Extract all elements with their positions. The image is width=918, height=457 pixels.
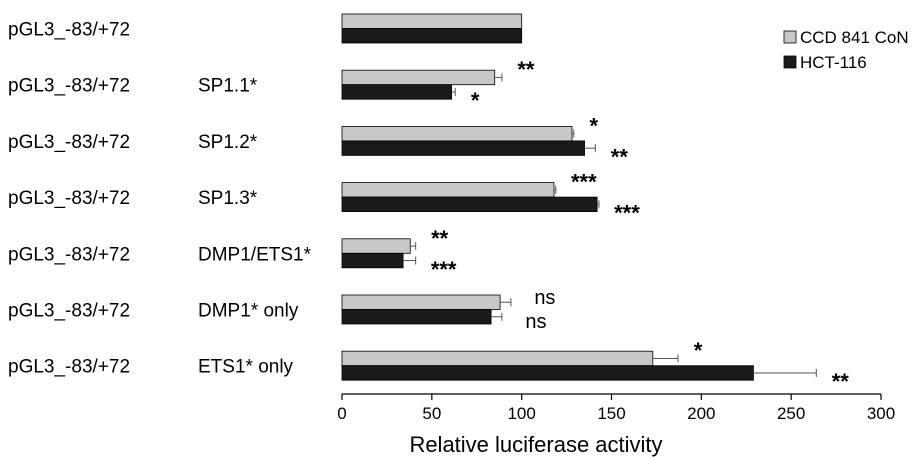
x-tick-label: 0 bbox=[337, 404, 346, 423]
significance-label: * bbox=[471, 88, 480, 113]
bar-ccd841con bbox=[341, 69, 496, 86]
legend-label: CCD 841 CoN bbox=[800, 28, 909, 47]
bar-hct116 bbox=[341, 28, 523, 44]
significance-label: ** bbox=[517, 57, 535, 82]
bar-ccd841con bbox=[341, 294, 501, 310]
significance-label: ** bbox=[832, 369, 850, 394]
bar-hct116 bbox=[341, 365, 754, 381]
x-tick-label: 250 bbox=[777, 404, 805, 423]
bar-ccd841con bbox=[341, 182, 555, 198]
bar-hct116 bbox=[341, 140, 585, 156]
significance-label: ** bbox=[431, 226, 449, 251]
bar-hct116 bbox=[341, 309, 492, 325]
category-label-construct: pGL3_-83/+72 bbox=[8, 301, 130, 322]
x-tick-label: 200 bbox=[687, 404, 715, 423]
bar-ccd841con bbox=[341, 126, 573, 142]
category-label-construct: pGL3_-83/+72 bbox=[8, 357, 130, 378]
category-label-mutation: DMP1/ETS1* bbox=[198, 244, 312, 265]
significance-label: ns bbox=[525, 311, 546, 333]
significance-label: * bbox=[589, 113, 598, 138]
x-tick-label: 150 bbox=[597, 404, 625, 423]
bar-ccd841con bbox=[341, 13, 523, 29]
legend-label: HCT-116 bbox=[800, 53, 867, 72]
category-label-mutation: SP1.1* bbox=[198, 76, 258, 97]
category-labels: pGL3_-83/+72 pGL3_-83/+72 SP1.1* pGL3_-83/+… bbox=[8, 20, 312, 378]
bar-ccd841con bbox=[341, 238, 411, 254]
bar-hct116 bbox=[341, 196, 598, 213]
category-label-mutation: DMP1* only bbox=[198, 301, 299, 322]
x-tick-label: 300 bbox=[867, 404, 895, 423]
legend-swatch bbox=[783, 55, 797, 69]
category-label-mutation: SP1.2* bbox=[198, 132, 258, 153]
category-label-construct: pGL3_-83/+72 bbox=[8, 132, 130, 153]
bar-hct116 bbox=[341, 252, 404, 269]
bar-hct116 bbox=[341, 84, 452, 100]
x-tick-label: 50 bbox=[422, 404, 441, 423]
significance-label: ns bbox=[534, 287, 555, 309]
legend-swatch bbox=[783, 30, 797, 44]
significance-label: * bbox=[694, 338, 703, 363]
x-axis: 0 50 100 150 200 250 300 bbox=[337, 393, 895, 423]
significance-label: *** bbox=[614, 201, 640, 226]
legend: CCD 841 CoN HCT-116 bbox=[783, 28, 909, 72]
category-label-construct: pGL3_-83/+72 bbox=[8, 76, 130, 97]
x-axis-title: Relative luciferase activity bbox=[409, 432, 662, 457]
category-label-construct: pGL3_-83/+72 bbox=[8, 20, 130, 41]
category-label-construct: pGL3_-83/+72 bbox=[8, 244, 130, 265]
category-label-construct: pGL3_-83/+72 bbox=[8, 188, 130, 209]
category-label-mutation: SP1.3* bbox=[198, 188, 258, 209]
significance-label: *** bbox=[431, 257, 457, 282]
x-tick-label: 100 bbox=[507, 404, 535, 423]
significance-label: *** bbox=[571, 170, 597, 195]
bar-ccd841con bbox=[341, 350, 654, 367]
category-label-mutation: ETS1* only bbox=[198, 357, 294, 378]
significance-label: ** bbox=[611, 144, 629, 169]
